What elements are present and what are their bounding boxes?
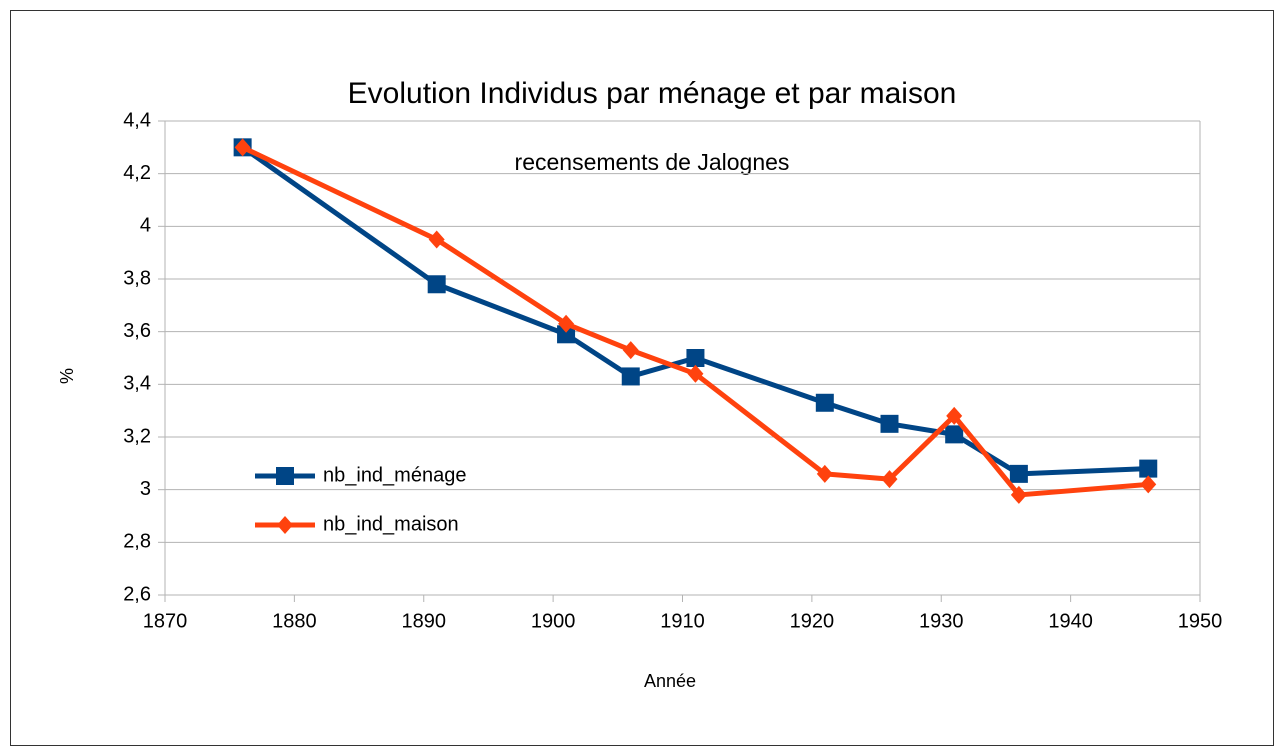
y-tick-label: 4 — [140, 215, 151, 237]
chart-subtitle: recensements de Jalognes — [515, 149, 790, 175]
legend-label: nb_ind_maison — [323, 513, 459, 535]
x-tick-label: 1900 — [531, 610, 576, 632]
marker — [1139, 459, 1158, 478]
marker — [428, 230, 445, 249]
marker — [558, 314, 575, 333]
x-tick-label: 1890 — [402, 610, 447, 632]
marker — [686, 349, 705, 367]
marker — [880, 414, 899, 433]
marker — [881, 470, 898, 489]
marker — [945, 425, 964, 444]
legend-label: nb_ind_ménage — [323, 464, 466, 486]
y-tick-label: 3,8 — [123, 267, 151, 289]
y-tick-label: 3,4 — [123, 373, 151, 395]
marker — [816, 464, 833, 483]
x-tick-label: 1870 — [143, 610, 188, 632]
marker — [1140, 475, 1157, 494]
marker — [946, 406, 963, 425]
x-tick-label: 1930 — [919, 610, 964, 632]
x-tick-label: 1910 — [660, 610, 705, 632]
y-tick-label: 3,6 — [123, 320, 151, 342]
marker — [277, 516, 293, 534]
marker — [1010, 485, 1027, 504]
x-tick-label: 1950 — [1178, 610, 1223, 632]
marker — [427, 275, 446, 294]
marker — [1009, 464, 1028, 483]
series-line — [241, 145, 1149, 498]
marker — [234, 138, 251, 157]
marker — [621, 367, 640, 386]
marker — [687, 364, 704, 383]
y-axis-label: % — [57, 368, 77, 384]
y-tick-label: 3 — [140, 478, 151, 500]
x-axis-label: Année — [644, 671, 696, 691]
marker — [815, 393, 834, 412]
marker — [557, 325, 576, 344]
x-tick-label: 1880 — [272, 610, 317, 632]
x-tick-label: 1940 — [1048, 610, 1093, 632]
marker — [276, 467, 294, 485]
y-tick-label: 3,2 — [123, 425, 151, 447]
marker — [622, 341, 639, 360]
y-tick-label: 2,6 — [123, 583, 151, 605]
y-tick-label: 4,2 — [123, 162, 151, 184]
chart-frame — [10, 10, 1274, 746]
x-tick-label: 1920 — [790, 610, 835, 632]
chart-title: Evolution Individus par ménage et par ma… — [348, 77, 957, 110]
y-tick-label: 2,8 — [123, 531, 151, 553]
y-tick-label: 4,4 — [123, 109, 151, 131]
